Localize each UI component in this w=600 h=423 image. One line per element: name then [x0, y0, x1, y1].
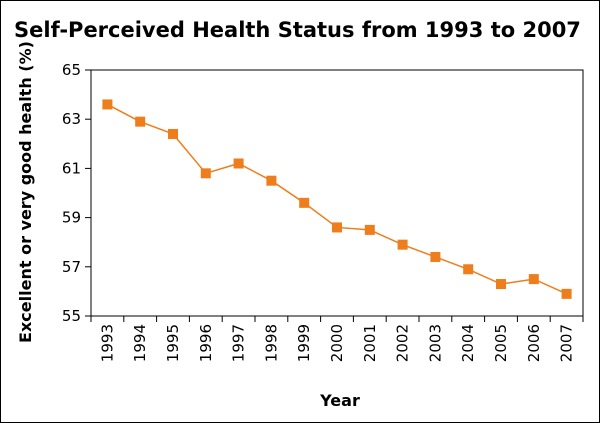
- x-tick-label: 1999: [295, 324, 313, 362]
- x-tick-label: 1995: [164, 324, 182, 362]
- chart-axes: [90, 69, 584, 317]
- x-tick-label: 2007: [558, 324, 576, 362]
- plot-area-border: [90, 69, 584, 317]
- x-tick-label: 2005: [492, 324, 510, 362]
- x-tick-label: 1996: [197, 324, 215, 362]
- data-point-marker: [496, 279, 506, 290]
- x-tick-label: 2001: [361, 324, 379, 362]
- x-tick-label: 1994: [131, 324, 149, 362]
- data-point-marker: [332, 222, 342, 233]
- data-point-marker: [233, 158, 244, 169]
- y-tick-label: 55: [62, 307, 81, 325]
- data-point-marker: [168, 128, 178, 139]
- x-tick-label: 1993: [98, 324, 116, 362]
- y-axis-label: Excellent or very good health (%): [16, 41, 35, 343]
- y-tick-label: 59: [62, 209, 81, 227]
- data-point-marker: [200, 168, 211, 179]
- y-tick-label: 61: [62, 159, 81, 177]
- data-point-marker: [266, 175, 277, 186]
- x-tick-label: 2006: [525, 324, 543, 362]
- x-tick-label: 2004: [459, 324, 477, 362]
- x-tick-label: 1997: [230, 324, 248, 362]
- data-point-marker: [528, 274, 539, 285]
- series-line: [102, 99, 572, 299]
- data-point-marker: [397, 239, 408, 250]
- x-tick-label: 2003: [426, 324, 444, 362]
- data-point-marker: [135, 116, 146, 127]
- y-tick-label: 57: [62, 258, 81, 276]
- y-tick-label: 63: [62, 110, 81, 128]
- data-point-marker: [364, 224, 375, 235]
- data-point-marker: [430, 251, 441, 262]
- y-tick-label: 65: [62, 61, 81, 79]
- x-tick-label: 2000: [328, 324, 346, 362]
- x-axis-label: Year: [319, 391, 360, 410]
- data-point-marker: [561, 288, 572, 299]
- data-point-marker: [299, 197, 310, 208]
- x-axis-ticks: 1993 1994 1995 1996 1997 1998 1999 2000 2001 2002…: [90, 316, 584, 362]
- y-axis-ticks: 55 57 59 61 63 65: [62, 61, 91, 325]
- data-point-marker: [102, 99, 113, 110]
- x-tick-label: 2002: [394, 324, 412, 362]
- data-point-marker: [463, 264, 474, 275]
- x-tick-label: 1998: [262, 324, 280, 362]
- chart-title: Self-Perceived Health Status from 1993 t…: [14, 18, 581, 42]
